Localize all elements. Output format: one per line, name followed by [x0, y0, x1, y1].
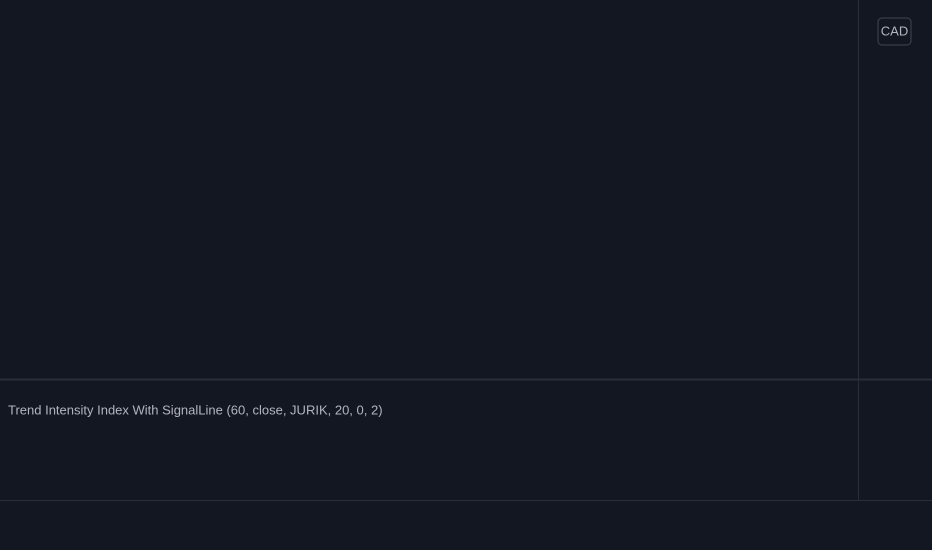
currency-button[interactable]	[877, 17, 912, 46]
currency-label[interactable]: CAD	[881, 23, 908, 38]
indicator-title: Trend Intensity Index With SignalLine (6…	[8, 402, 383, 417]
